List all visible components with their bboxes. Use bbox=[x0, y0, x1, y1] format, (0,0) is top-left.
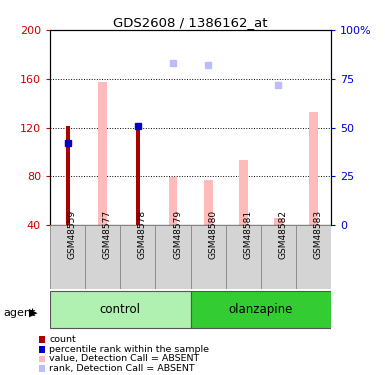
Bar bbox=[296, 225, 331, 289]
Text: ▶: ▶ bbox=[28, 308, 37, 318]
Text: GSM48577: GSM48577 bbox=[103, 210, 112, 259]
Bar bbox=[226, 225, 261, 289]
Bar bbox=[309, 112, 318, 225]
Text: GSM48583: GSM48583 bbox=[313, 210, 323, 259]
Bar bbox=[261, 225, 296, 289]
Title: GDS2608 / 1386162_at: GDS2608 / 1386162_at bbox=[113, 16, 268, 29]
Bar bbox=[50, 291, 191, 328]
Bar bbox=[65, 126, 70, 225]
Bar bbox=[98, 82, 107, 225]
Text: GSM48579: GSM48579 bbox=[173, 210, 182, 259]
Bar bbox=[50, 225, 85, 289]
Text: GSM48578: GSM48578 bbox=[138, 210, 147, 259]
Text: count: count bbox=[49, 335, 76, 344]
Text: GSM48581: GSM48581 bbox=[243, 210, 252, 259]
Bar bbox=[274, 217, 283, 225]
Bar bbox=[204, 180, 213, 225]
Bar bbox=[85, 225, 120, 289]
Bar bbox=[239, 160, 248, 225]
Text: agent: agent bbox=[4, 308, 36, 318]
Text: GSM48582: GSM48582 bbox=[278, 210, 288, 259]
Text: olanzapine: olanzapine bbox=[229, 303, 293, 316]
Bar bbox=[191, 291, 331, 328]
Bar bbox=[156, 225, 191, 289]
Text: GSM48580: GSM48580 bbox=[208, 210, 217, 259]
Bar bbox=[191, 225, 226, 289]
Text: value, Detection Call = ABSENT: value, Detection Call = ABSENT bbox=[49, 354, 199, 363]
Bar bbox=[169, 177, 177, 225]
Text: GSM48559: GSM48559 bbox=[68, 210, 77, 259]
Bar bbox=[136, 126, 140, 225]
Bar bbox=[121, 225, 156, 289]
Text: percentile rank within the sample: percentile rank within the sample bbox=[49, 345, 209, 354]
Text: control: control bbox=[100, 303, 141, 316]
Text: rank, Detection Call = ABSENT: rank, Detection Call = ABSENT bbox=[49, 364, 195, 373]
